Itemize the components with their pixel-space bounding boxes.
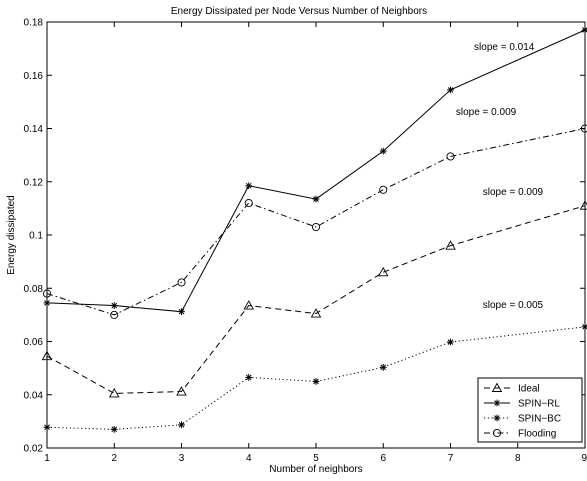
series-layer	[41, 26, 587, 433]
data-point-ideal	[108, 388, 120, 398]
chart-title: Energy Dissipated per Node Versus Number…	[171, 6, 427, 17]
y-tick-label: 0.14	[24, 124, 44, 135]
y-axis-title: Energy dissipated	[6, 195, 17, 275]
y-tick-label: 0.18	[24, 18, 44, 29]
data-point-spin-bc	[312, 378, 320, 385]
data-point-spin-rl	[581, 26, 587, 34]
x-tick-label: 9	[581, 453, 587, 464]
x-axis-title: Number of neighbors	[269, 464, 362, 475]
data-point-spin-rl	[379, 147, 387, 155]
legend-label-flooding: Flooding	[518, 429, 556, 440]
data-point-spin-bc	[379, 363, 387, 371]
x-axis: 1 2 3 4 5 6 7 8 9	[44, 22, 587, 464]
x-tick-label: 4	[246, 453, 252, 464]
data-point-flooding	[446, 152, 455, 161]
legend-marker-spin-rl	[493, 399, 501, 407]
data-point-spin-rl	[245, 182, 253, 190]
data-point-flooding	[580, 124, 587, 133]
data-point-spin-rl	[312, 195, 320, 203]
data-point-flooding	[42, 289, 52, 298]
x-tick-label: 1	[44, 453, 50, 464]
data-point-spin-bc	[245, 374, 253, 381]
y-tick-label: 0.02	[24, 444, 44, 455]
data-point-flooding	[244, 198, 253, 208]
y-axis: 0.02 0.04 0.06 0.08 0.1 0.12 0.14 0.16 0.18	[24, 18, 585, 455]
y-tick-label: 0.1	[29, 231, 43, 242]
data-point-spin-rl	[110, 302, 118, 309]
x-tick-label: 7	[448, 453, 454, 464]
legend-label-ideal: Ideal	[518, 384, 540, 395]
legend-label-spin-rl: SPIN−RL	[518, 399, 560, 410]
data-point-spin-rl	[447, 86, 454, 94]
y-tick-label: 0.06	[24, 337, 44, 348]
y-tick-label: 0.04	[24, 390, 44, 401]
data-point-spin-rl	[43, 299, 51, 307]
y-tick-label: 0.12	[24, 177, 44, 188]
legend-label-spin-bc: SPIN−BC	[518, 414, 561, 425]
data-point-ideal	[310, 308, 322, 318]
data-point-spin-bc	[178, 421, 185, 429]
data-point-spin-rl	[178, 308, 185, 316]
slope-annotation: slope = 0.009	[483, 187, 544, 198]
slope-annotation: slope = 0.009	[456, 107, 517, 118]
data-point-ideal	[445, 240, 456, 250]
legend-marker-spin-bc	[493, 414, 501, 422]
data-point-flooding	[177, 278, 186, 287]
slope-annotation: slope = 0.005	[483, 300, 544, 311]
x-tick-label: 3	[179, 453, 185, 464]
slope-annotation: slope = 0.014	[474, 42, 535, 53]
data-point-flooding	[379, 185, 388, 194]
legend: Ideal SPIN−RL SPIN−BC Flooding	[477, 377, 583, 443]
data-point-spin-bc	[581, 323, 587, 331]
data-point-flooding	[311, 222, 321, 232]
data-point-ideal	[377, 266, 389, 277]
data-point-spin-bc	[447, 338, 454, 346]
data-point-ideal	[579, 200, 587, 210]
data-point-spin-bc	[43, 423, 51, 431]
data-point-ideal	[176, 386, 187, 396]
series-line-flooding	[46, 128, 586, 316]
legend-box	[477, 377, 583, 443]
y-tick-label: 0.08	[24, 284, 44, 295]
data-point-ideal	[41, 350, 53, 361]
x-tick-label: 8	[515, 453, 521, 464]
x-tick-label: 5	[313, 453, 319, 464]
legend-marker-ideal	[491, 382, 503, 392]
data-point-spin-bc	[110, 425, 118, 433]
x-tick-label: 6	[380, 453, 386, 464]
series-line-spin-rl	[46, 29, 586, 313]
series-line-ideal	[46, 205, 586, 394]
legend-marker-flooding	[492, 428, 502, 438]
y-tick-label: 0.16	[24, 71, 44, 82]
data-point-ideal	[243, 300, 255, 310]
data-point-flooding	[110, 310, 119, 319]
x-tick-label: 2	[111, 453, 117, 464]
annotations: slope = 0.014 slope = 0.009 slope = 0.009 s…	[456, 42, 544, 311]
